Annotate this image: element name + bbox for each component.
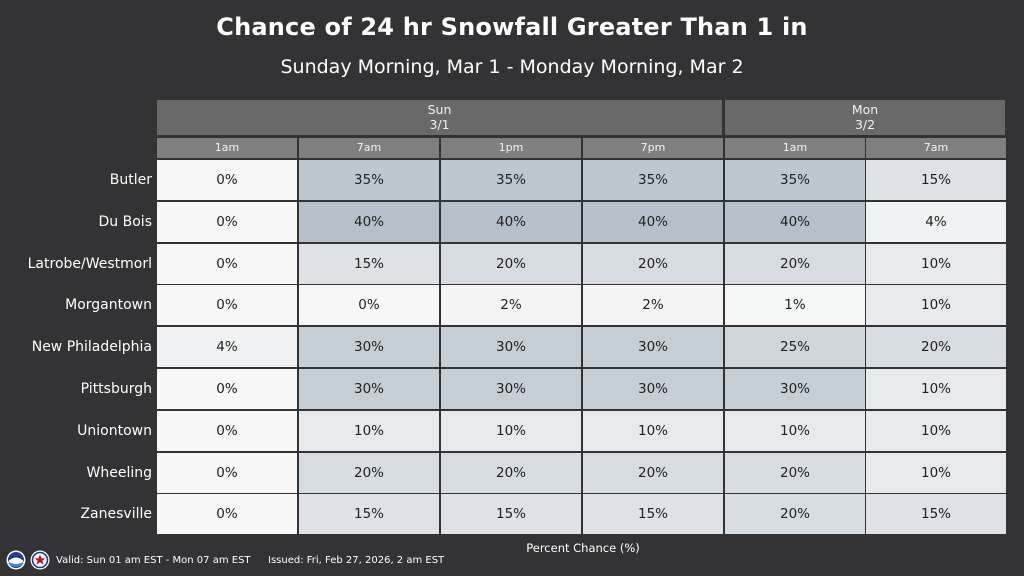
value-cell: 30% xyxy=(299,369,439,409)
value-cell: 25% xyxy=(725,327,865,367)
day-header-sun: Sun 3/1 xyxy=(157,100,722,135)
value-cell: 10% xyxy=(299,411,439,451)
value-cell: 35% xyxy=(583,160,723,200)
value-cell: 40% xyxy=(583,202,723,242)
row-label: Du Bois xyxy=(98,214,152,230)
value-cell: 40% xyxy=(441,202,581,242)
value-cell: 10% xyxy=(866,453,1006,493)
value-cell: 0% xyxy=(157,202,297,242)
value-cell: 35% xyxy=(299,160,439,200)
value-cell: 40% xyxy=(299,202,439,242)
hour-header: 7pm xyxy=(583,138,723,158)
value-cell: 0% xyxy=(299,285,439,325)
day-name: Sun xyxy=(427,102,452,117)
row-label: New Philadelphia xyxy=(31,339,152,355)
value-cell: 0% xyxy=(157,411,297,451)
value-cell: 20% xyxy=(441,453,581,493)
issued-time: Issued: Fri, Feb 27, 2026, 2 am EST xyxy=(268,555,445,566)
value-cell: 15% xyxy=(866,494,1006,534)
row-label: Morgantown xyxy=(65,297,152,313)
row-label: Uniontown xyxy=(77,423,152,439)
value-cell: 2% xyxy=(583,285,723,325)
value-cell: 30% xyxy=(441,327,581,367)
hour-header: 7am xyxy=(299,138,439,158)
value-cell: 20% xyxy=(299,453,439,493)
row-label: Butler xyxy=(109,172,152,188)
day-name: Mon xyxy=(851,102,879,117)
value-cell: 15% xyxy=(583,494,723,534)
value-cell: 10% xyxy=(441,411,581,451)
row-label: Latrobe/Westmorl xyxy=(27,256,152,272)
value-cell: 30% xyxy=(725,369,865,409)
value-cell: 0% xyxy=(157,244,297,284)
value-cell: 35% xyxy=(441,160,581,200)
day-date: 3/2 xyxy=(854,117,876,132)
value-cell: 10% xyxy=(866,369,1006,409)
value-cell: 20% xyxy=(866,327,1006,367)
value-cell: 10% xyxy=(866,411,1006,451)
value-cell: 0% xyxy=(157,369,297,409)
value-cell: 15% xyxy=(299,244,439,284)
value-cell: 0% xyxy=(157,285,297,325)
value-cell: 30% xyxy=(299,327,439,367)
value-cell: 35% xyxy=(725,160,865,200)
value-cell: 15% xyxy=(441,494,581,534)
hour-header: 1am xyxy=(157,138,297,158)
row-label: Wheeling xyxy=(86,465,152,481)
value-cell: 4% xyxy=(157,327,297,367)
value-cell: 10% xyxy=(725,411,865,451)
value-cell: 2% xyxy=(441,285,581,325)
x-axis-label: Percent Chance (%) xyxy=(526,541,640,555)
hour-header: 1pm xyxy=(441,138,581,158)
valid-period: Valid: Sun 01 am EST - Mon 07 am EST xyxy=(56,555,251,566)
day-header-mon: Mon 3/2 xyxy=(725,100,1005,135)
value-cell: 10% xyxy=(866,285,1006,325)
nws-logo-icon xyxy=(30,550,50,570)
day-date: 3/1 xyxy=(429,117,450,132)
hour-header: 1am xyxy=(725,138,865,158)
value-cell: 20% xyxy=(583,453,723,493)
value-cell: 30% xyxy=(583,369,723,409)
value-cell: 10% xyxy=(583,411,723,451)
value-cell: 20% xyxy=(725,494,865,534)
value-cell: 0% xyxy=(157,494,297,534)
value-cell: 15% xyxy=(866,160,1006,200)
value-cell: 20% xyxy=(583,244,723,284)
value-cell: 1% xyxy=(725,285,865,325)
value-cell: 4% xyxy=(866,202,1006,242)
row-label: Zanesville xyxy=(80,506,152,522)
value-cell: 30% xyxy=(583,327,723,367)
value-cell: 15% xyxy=(299,494,439,534)
chart-subtitle: Sunday Morning, Mar 1 - Monday Morning, … xyxy=(280,56,744,78)
value-cell: 40% xyxy=(725,202,865,242)
hour-header: 7am xyxy=(866,138,1006,158)
row-label: Pittsburgh xyxy=(80,381,152,397)
value-cell: 20% xyxy=(725,244,865,284)
value-cell: 0% xyxy=(157,453,297,493)
value-cell: 0% xyxy=(157,160,297,200)
value-cell: 20% xyxy=(725,453,865,493)
value-cell: 10% xyxy=(866,244,1006,284)
value-cell: 30% xyxy=(441,369,581,409)
noaa-logo-icon xyxy=(6,550,26,570)
chart-title: Chance of 24 hr Snowfall Greater Than 1 … xyxy=(216,13,808,41)
value-cell: 20% xyxy=(441,244,581,284)
